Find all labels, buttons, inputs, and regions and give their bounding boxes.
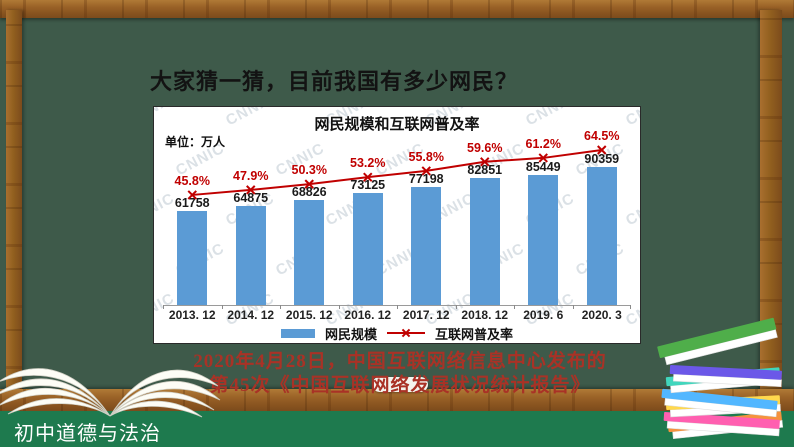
chart-plot: 61758 45.8% 64875 47.9% 68826 50.3% 73125 53.2%… — [163, 127, 631, 306]
book-stack-image — [657, 317, 784, 440]
bar-2020. 3 — [586, 167, 617, 305]
open-book-image — [0, 368, 221, 418]
line-pct-label: 53.2% — [350, 156, 386, 171]
chalk-eraser — [372, 377, 428, 392]
bar-2015. 12 — [294, 199, 325, 305]
bar-value-label: 82851 — [467, 163, 503, 178]
x-axis-label: 2016. 12 — [344, 308, 392, 322]
chalk-tray — [0, 389, 794, 411]
x-axis-label: 2018. 12 — [461, 308, 509, 322]
bar-value-label: 73125 — [350, 178, 386, 193]
slide-heading: 大家猜一猜，目前我国有多少网民？ — [150, 69, 519, 94]
bar-2013. 12 — [177, 210, 208, 305]
legend-line-label: 互联网普及率 — [435, 326, 514, 342]
bar-2018. 12 — [469, 178, 500, 305]
source-line-2: 第45次《中国互联网络发展状况统计报告》 — [209, 375, 591, 396]
chart-column: 77198 55.8% — [397, 127, 456, 305]
chart-column: 64875 47.9% — [222, 127, 281, 305]
bar-value-label: 64875 — [233, 190, 269, 205]
bar-2019. 6 — [528, 174, 559, 305]
source-citation: 2020年4月28日，中国互联网络信息中心发布的 第45次《中国互联网络发展状况… — [140, 350, 660, 398]
bar-value-label: 77198 — [408, 172, 444, 187]
line-pct-label: 59.6% — [467, 140, 503, 155]
x-axis-label: 2019. 6 — [523, 308, 564, 322]
bar-value-label: 61758 — [174, 195, 210, 210]
chart-panel: CNNIC CNNIC CNNIC CNNIC CNNIC CNNIC CNNIC CNNIC… — [153, 106, 641, 344]
chart-column: 68826 50.3% — [280, 127, 339, 305]
footer-bar — [0, 411, 794, 447]
chalkboard-frame-left — [6, 10, 22, 392]
line-pct-label: 47.9% — [233, 168, 269, 183]
legend-bar-swatch — [280, 328, 315, 338]
x-axis-label: 2013. 12 — [168, 308, 216, 322]
x-axis-label: 2017. 12 — [402, 308, 450, 322]
chart-column: 73125 53.2% — [339, 127, 398, 305]
line-pct-label: 64.5% — [584, 129, 620, 143]
chart-x-axis: 2013. 12 2014. 12 2015. 12 2016. 12 2017. 12… — [163, 305, 631, 322]
chart-unit-label: 单位：万人 — [165, 135, 226, 149]
line-pct-label: 61.2% — [525, 136, 561, 151]
legend-line-swatch — [387, 327, 425, 339]
line-pct-label: 55.8% — [408, 149, 444, 164]
chart-title: 网民规模和互联网普及率 — [314, 116, 480, 133]
chart-column: 90359 64.5% — [573, 127, 632, 305]
source-line-1: 2020年4月28日，中国互联网络信息中心发布的 — [193, 351, 607, 372]
bar-2017. 12 — [411, 187, 442, 305]
x-axis-label: 2015. 12 — [285, 308, 333, 322]
bar-value-label: 90359 — [584, 152, 620, 166]
line-pct-label: 45.8% — [174, 173, 210, 188]
line-pct-label: 50.3% — [291, 163, 327, 178]
chalkboard-frame-top — [0, 0, 794, 18]
penetration-rate-line — [187, 145, 607, 200]
legend-bar-label: 网民规模 — [324, 326, 377, 342]
bar-value-label: 85449 — [525, 159, 561, 174]
x-axis-label: 2020. 3 — [581, 308, 622, 322]
bar-2016. 12 — [352, 193, 383, 305]
x-axis-label: 2014. 12 — [227, 308, 275, 322]
chart-column: 82851 59.6% — [456, 127, 515, 305]
footer-course-label: 初中道德与法治 — [14, 423, 161, 445]
bar-2014. 12 — [235, 205, 266, 305]
bar-value-label: 68826 — [291, 184, 327, 199]
chart-legend: 网民规模 互联网普及率 — [154, 324, 640, 342]
chart-column: 85449 61.2% — [514, 127, 573, 305]
chart-column: 61758 45.8% — [163, 127, 222, 305]
